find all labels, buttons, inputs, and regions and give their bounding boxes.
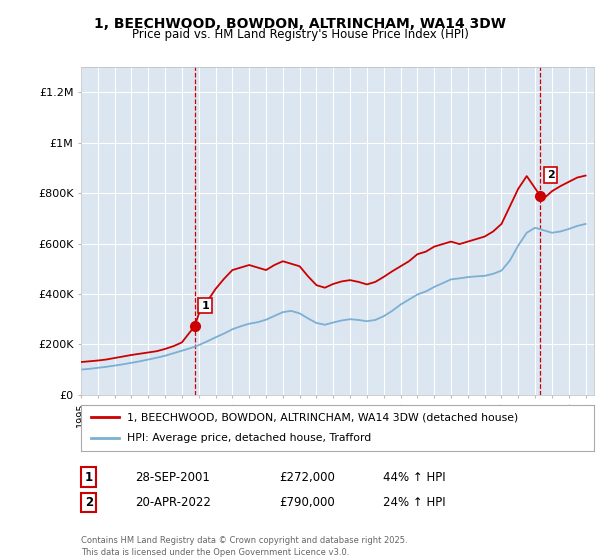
Text: 20-APR-2022: 20-APR-2022 — [135, 496, 211, 509]
Text: HPI: Average price, detached house, Trafford: HPI: Average price, detached house, Traf… — [127, 433, 371, 444]
Text: 2: 2 — [547, 170, 554, 180]
Text: Contains HM Land Registry data © Crown copyright and database right 2025.
This d: Contains HM Land Registry data © Crown c… — [81, 536, 407, 557]
Text: 1: 1 — [201, 301, 209, 311]
Text: 2: 2 — [85, 496, 93, 509]
Text: 28-SEP-2001: 28-SEP-2001 — [135, 470, 210, 484]
Text: 24% ↑ HPI: 24% ↑ HPI — [383, 496, 445, 509]
Text: Price paid vs. HM Land Registry's House Price Index (HPI): Price paid vs. HM Land Registry's House … — [131, 28, 469, 41]
Text: 1: 1 — [85, 470, 93, 484]
Text: 44% ↑ HPI: 44% ↑ HPI — [383, 470, 445, 484]
Text: £272,000: £272,000 — [279, 470, 335, 484]
Text: £790,000: £790,000 — [279, 496, 335, 509]
Text: 1, BEECHWOOD, BOWDON, ALTRINCHAM, WA14 3DW: 1, BEECHWOOD, BOWDON, ALTRINCHAM, WA14 3… — [94, 17, 506, 31]
Text: 1, BEECHWOOD, BOWDON, ALTRINCHAM, WA14 3DW (detached house): 1, BEECHWOOD, BOWDON, ALTRINCHAM, WA14 3… — [127, 412, 518, 422]
